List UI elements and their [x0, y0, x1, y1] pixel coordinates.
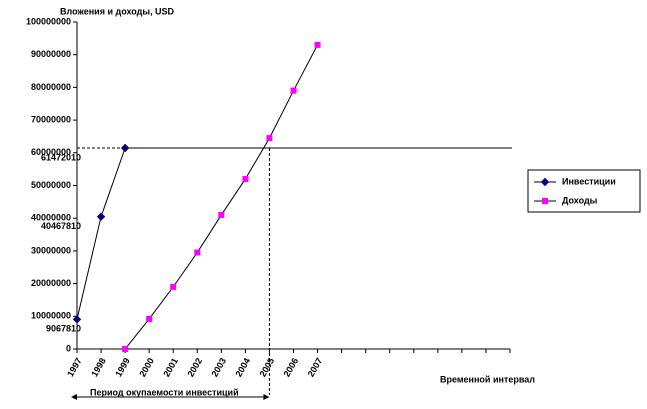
y-tick-label: 90000000 [31, 49, 71, 59]
series-line [76, 147, 126, 320]
point [122, 346, 129, 352]
arrow-head [71, 394, 77, 400]
data-label: 9067810 [46, 324, 81, 334]
data-label: 61472010 [41, 152, 81, 162]
x-axis-title: Временной интервал [440, 374, 535, 384]
y-tick-label: 10000000 [31, 311, 71, 321]
point [96, 212, 106, 221]
x-tick-label: 2002 [185, 356, 204, 378]
x-tick-label: 2000 [137, 356, 156, 378]
y-tick-label: 0 [66, 343, 71, 353]
y-tick-label: 20000000 [31, 278, 71, 288]
point [120, 143, 130, 153]
point [314, 41, 321, 48]
y-axis-title: Вложения и доходы, USD [60, 6, 175, 16]
annotation: Период окупаемости инвестиций [90, 387, 239, 397]
y-tick-label: 80000000 [31, 82, 71, 92]
x-tick-label: 2007 [306, 356, 325, 378]
point [72, 315, 82, 324]
x-tick-label: 2005 [258, 356, 277, 378]
y-tick-label: 100000000 [26, 16, 71, 26]
legend-marker [540, 177, 550, 187]
x-tick-label: 2006 [282, 356, 301, 378]
point [194, 249, 201, 256]
point [218, 211, 225, 218]
arrow-head [263, 394, 270, 400]
legend-label: Инвестиции [562, 176, 616, 186]
y-tick-label: 70000000 [31, 114, 71, 124]
y-tick-label: 40000000 [31, 213, 71, 223]
series-line [124, 44, 318, 350]
point [146, 315, 153, 322]
y-tick-label: 60000000 [31, 147, 71, 157]
legend-marker [542, 198, 548, 204]
point [242, 175, 249, 182]
point [170, 283, 177, 290]
x-tick-label: 1997 [65, 356, 84, 378]
point [290, 87, 297, 94]
x-tick-label: 1998 [89, 356, 108, 378]
legend-label: Доходы [562, 195, 598, 205]
data-label: 40467810 [41, 221, 81, 231]
x-tick-label: 2004 [234, 356, 253, 378]
y-tick-label: 30000000 [31, 245, 71, 255]
point [266, 135, 273, 142]
x-tick-label: 2003 [209, 356, 228, 378]
legend-box [527, 169, 641, 213]
y-tick-label: 50000000 [31, 180, 71, 190]
x-tick-label: 2001 [161, 356, 180, 378]
x-tick-label: 1999 [113, 356, 132, 378]
